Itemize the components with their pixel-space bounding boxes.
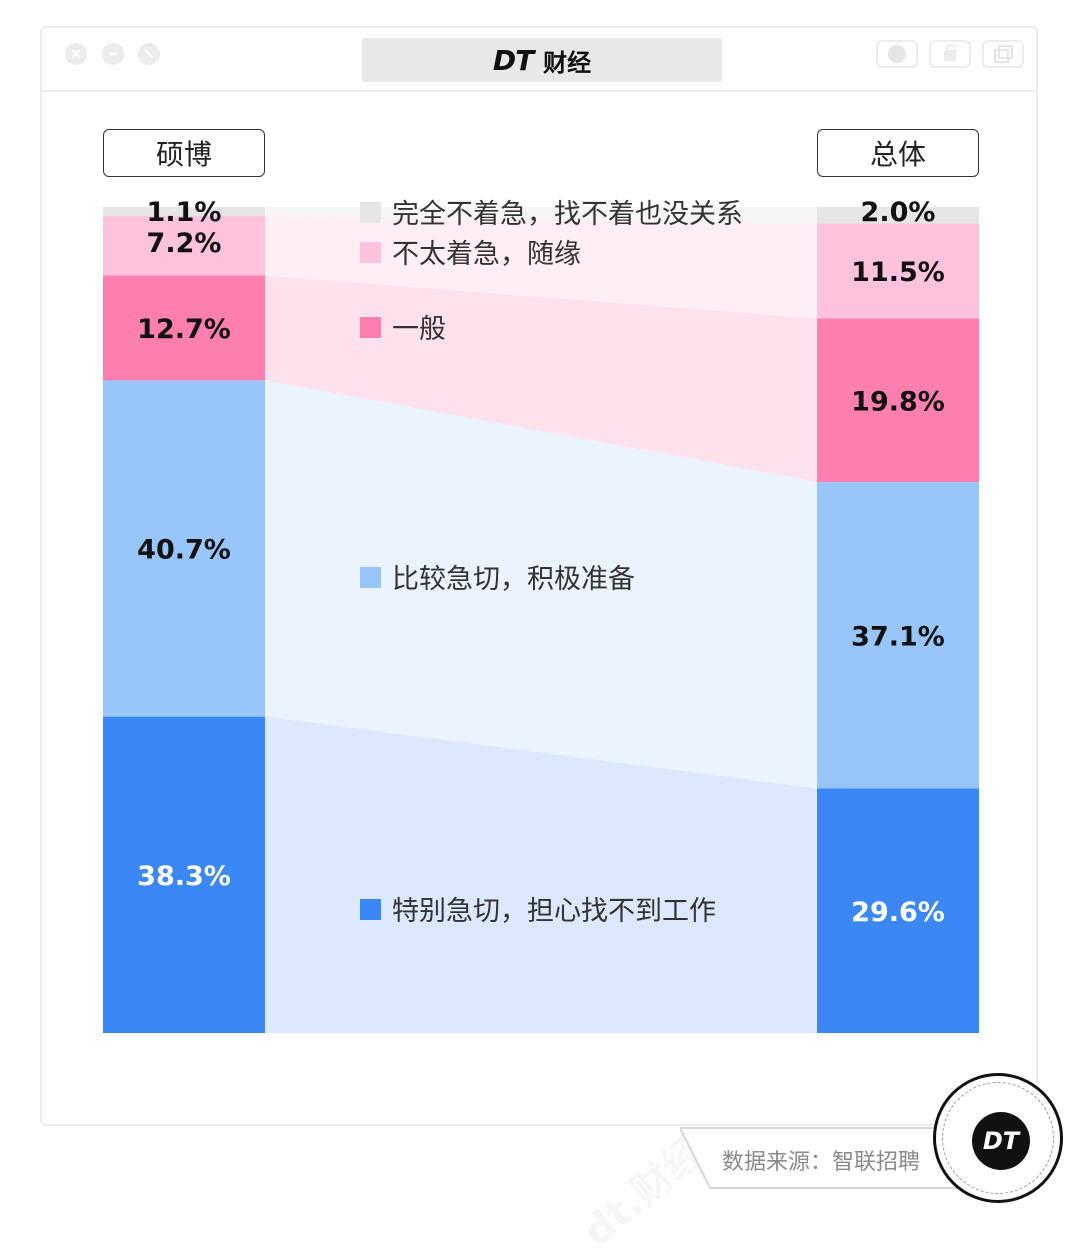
data-label: 19.8% — [851, 386, 945, 417]
legend-swatch — [360, 202, 381, 223]
copy-icon — [998, 45, 1013, 59]
legend-label: 特别急切，担心找不到工作 — [392, 896, 716, 927]
legend-swatch — [360, 899, 381, 920]
data-label: 12.7% — [137, 314, 231, 345]
bar-segment — [817, 207, 979, 224]
bar-segment — [103, 716, 265, 1033]
bar-segment — [817, 788, 979, 1033]
titlebar-divider — [42, 90, 1036, 92]
bar-segment — [817, 318, 979, 483]
bar-segment — [103, 275, 265, 381]
data-label: 7.2% — [147, 228, 222, 259]
flow-band — [265, 716, 817, 1033]
bar-segment — [817, 482, 979, 789]
data-source: 数据来源：智联招聘 — [722, 1150, 921, 1175]
dt-badge-logo: DT — [933, 1073, 1063, 1203]
source-tab — [680, 1127, 980, 1189]
legend-label: 比较急切，积极准备 — [392, 564, 635, 595]
brand-logo: DT — [492, 43, 534, 77]
copy-button[interactable] — [982, 40, 1024, 68]
legend-swatch — [360, 567, 381, 588]
data-label: 40.7% — [137, 535, 231, 566]
group-label-right: 总体 — [817, 129, 979, 177]
bar-segment — [103, 207, 265, 217]
data-label: 38.3% — [137, 861, 231, 892]
maximize-icon[interactable] — [138, 43, 160, 65]
bar-segment — [103, 216, 265, 276]
data-label: 29.6% — [851, 897, 945, 928]
data-label: 1.1% — [147, 197, 222, 228]
bar-segment — [817, 223, 979, 319]
legend-label: 不太着急，随缘 — [392, 239, 581, 270]
data-label: 37.1% — [851, 621, 945, 652]
brand-name: 财经 — [543, 48, 592, 77]
record-icon — [888, 45, 906, 63]
flow-band — [265, 275, 817, 483]
window-title-tab: DT 财经 — [362, 38, 722, 82]
lock-icon — [944, 44, 956, 61]
flow-band — [265, 380, 817, 789]
lock-button[interactable] — [929, 40, 971, 68]
dt-logo-icon: DT — [972, 1112, 1030, 1170]
legend-label: 完全不着急，找不着也没关系 — [392, 199, 743, 230]
bar-segment — [103, 380, 265, 717]
close-icon[interactable] — [65, 43, 87, 65]
group-label-left: 硕博 — [103, 129, 265, 177]
flow-band — [265, 216, 817, 319]
legend-label: 一般 — [392, 314, 446, 345]
legend-swatch — [360, 317, 381, 338]
data-label: 11.5% — [851, 257, 945, 288]
minimize-icon[interactable] — [102, 43, 124, 65]
flow-band — [265, 207, 817, 224]
data-label: 2.0% — [861, 197, 936, 228]
record-button[interactable] — [876, 40, 918, 68]
legend-swatch — [360, 242, 381, 263]
